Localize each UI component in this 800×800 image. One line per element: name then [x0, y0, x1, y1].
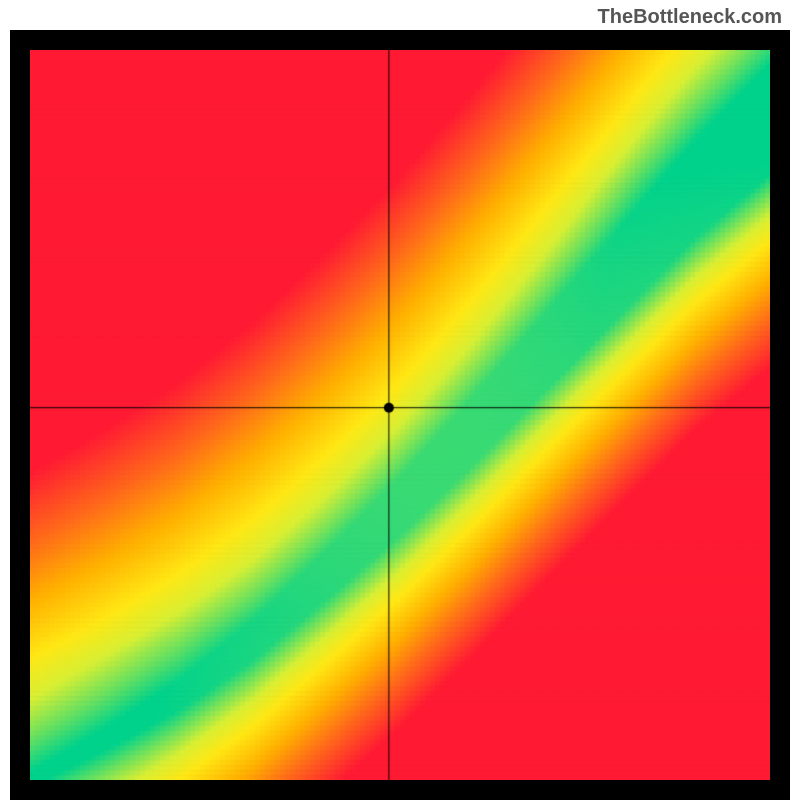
chart-frame [10, 30, 790, 800]
heatmap-canvas [30, 50, 770, 780]
watermark-text: TheBottleneck.com [598, 6, 782, 29]
